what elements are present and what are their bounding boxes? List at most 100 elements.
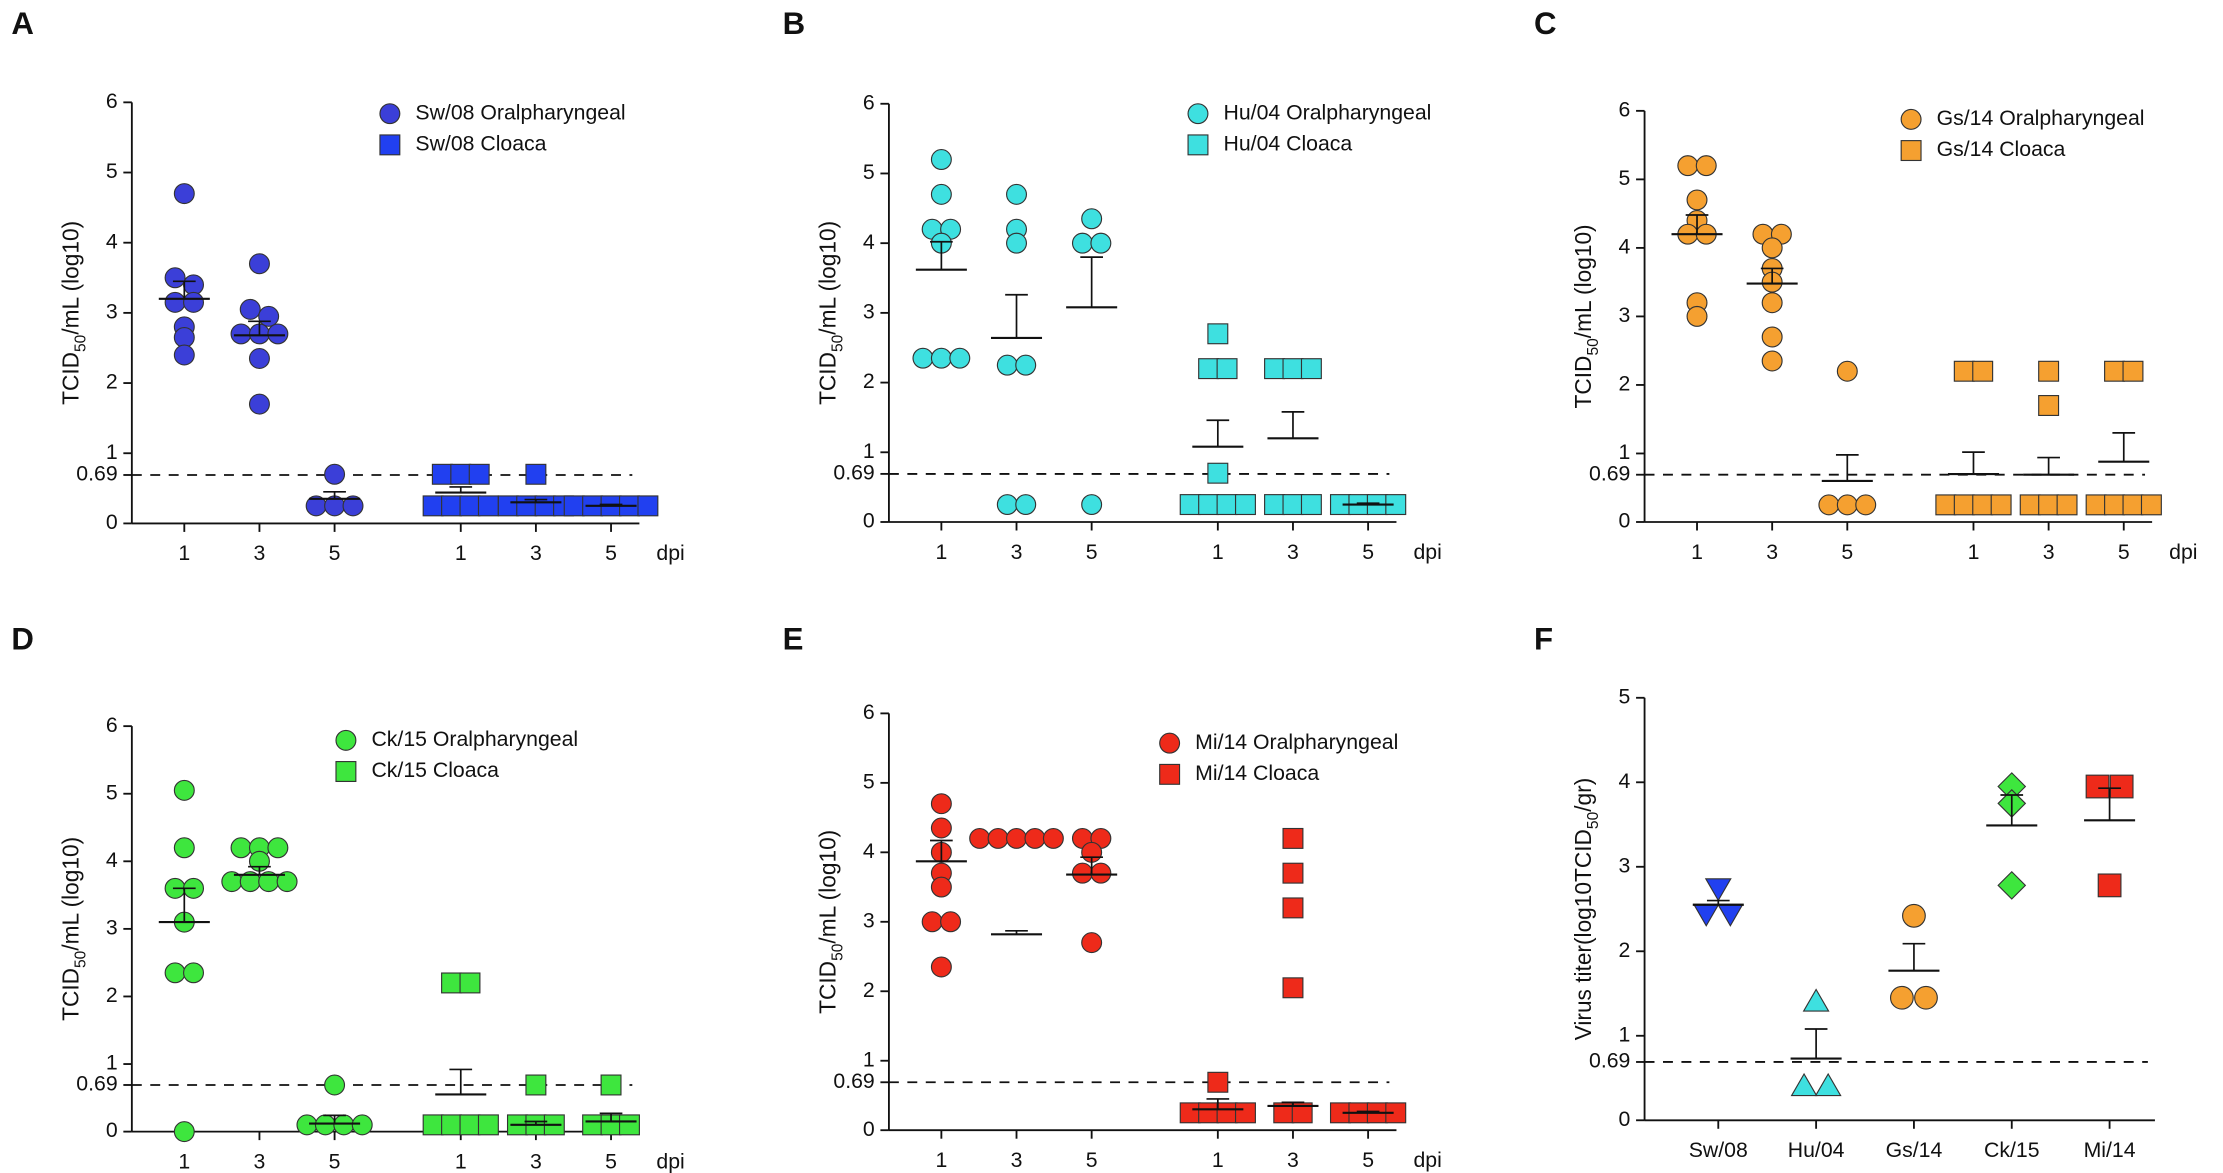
point <box>459 1114 481 1136</box>
point <box>1953 494 1975 516</box>
panel-letter: F <box>1534 621 1553 656</box>
point <box>324 1074 346 1096</box>
point <box>477 495 499 517</box>
x-tick-label: 1 <box>178 541 190 565</box>
legend-marker <box>379 134 401 156</box>
panel-letter: C <box>1534 6 1557 41</box>
point <box>183 291 205 313</box>
point <box>1836 360 1858 382</box>
legend-marker <box>379 103 401 125</box>
y-axis-label-part: Virus titer(log10TCID <box>1570 829 1596 1040</box>
point <box>1761 350 1783 372</box>
legend-label: Ck/15 Cloaca <box>371 758 499 782</box>
point <box>314 1114 336 1136</box>
point <box>173 344 195 366</box>
x-tick-label: 1 <box>1212 540 1224 564</box>
point <box>1997 870 2027 900</box>
panel-letter: A <box>11 6 34 41</box>
y-axis-label: TCID50/mL (log10) <box>57 221 89 405</box>
y-tick-label: 6 <box>1619 97 1631 121</box>
point <box>230 837 252 859</box>
point <box>164 267 186 289</box>
point <box>1179 494 1201 516</box>
point <box>230 323 252 345</box>
y-tick-label: 3 <box>106 915 118 939</box>
y-tick-label: 0 <box>863 1117 875 1141</box>
point <box>912 347 934 369</box>
y-tick-label: 3 <box>863 908 875 932</box>
y-tick-label: 5 <box>106 159 118 183</box>
y-tick-label: 0.69 <box>833 461 874 485</box>
point <box>1216 1102 1238 1124</box>
y-tick-label: 4 <box>1619 769 1631 793</box>
point <box>1972 360 1994 382</box>
legend-label: Ck/15 Oralpharyngeal <box>371 727 578 751</box>
y-tick-label: 6 <box>863 90 875 114</box>
y-tick-label: 2 <box>863 369 875 393</box>
y-tick-label: 1 <box>863 439 875 463</box>
panel-letter: D <box>11 621 34 656</box>
y-tick-label: 1 <box>106 1051 118 1075</box>
point <box>183 962 205 984</box>
point <box>2085 774 2110 799</box>
point <box>431 463 453 485</box>
y-tick-label: 5 <box>863 769 875 793</box>
point <box>1300 358 1322 380</box>
point <box>477 1114 499 1136</box>
point <box>1216 358 1238 380</box>
point <box>276 871 298 893</box>
point <box>1761 292 1783 314</box>
point <box>1686 189 1708 211</box>
y-tick-label: 1 <box>1619 440 1631 464</box>
point <box>248 253 270 275</box>
point <box>1081 932 1103 954</box>
point <box>563 495 585 517</box>
y-tick-label: 3 <box>1619 303 1631 327</box>
point <box>441 972 463 994</box>
y-axis-label-part: TCID <box>57 968 83 1021</box>
point <box>1282 494 1304 516</box>
point <box>164 962 186 984</box>
point <box>1836 494 1858 516</box>
point <box>2122 360 2144 382</box>
y-tick-label: 1 <box>1619 1022 1631 1046</box>
point <box>1914 985 1938 1010</box>
x-tick-label: 1 <box>935 1148 947 1172</box>
point <box>1234 494 1256 516</box>
point <box>1006 827 1028 849</box>
y-tick-label: 3 <box>106 299 118 323</box>
x-tick-label: 3 <box>1011 540 1023 564</box>
x-tick-label: 3 <box>2043 540 2055 564</box>
point <box>1972 494 1994 516</box>
point <box>173 779 195 801</box>
point <box>1198 494 1220 516</box>
x-tick-label: 3 <box>530 541 542 565</box>
x-tick-label: 5 <box>605 1149 617 1173</box>
x-tick-label: 3 <box>254 1149 266 1173</box>
x-axis-label: dpi <box>2169 540 2197 564</box>
point <box>1081 494 1103 516</box>
x-tick-label: 3 <box>1287 540 1299 564</box>
x-tick-label: 3 <box>254 541 266 565</box>
y-tick-label: 4 <box>863 230 875 254</box>
point <box>1300 494 1322 516</box>
point <box>1015 354 1037 376</box>
y-tick-label: 3 <box>863 299 875 323</box>
point <box>459 972 481 994</box>
point <box>1790 1072 1818 1097</box>
y-tick-label: 0.69 <box>76 462 117 486</box>
x-tick-label: Ck/15 <box>1984 1138 2040 1162</box>
x-tick-label: 1 <box>178 1149 190 1173</box>
point <box>1198 1102 1220 1124</box>
x-tick-label: 1 <box>1691 540 1703 564</box>
point <box>1814 1072 1842 1097</box>
point <box>930 183 952 205</box>
point <box>422 495 444 517</box>
point <box>1090 232 1112 254</box>
point <box>1677 155 1699 177</box>
point <box>441 495 463 517</box>
point <box>1015 494 1037 516</box>
point <box>1761 237 1783 259</box>
point <box>1282 862 1304 884</box>
